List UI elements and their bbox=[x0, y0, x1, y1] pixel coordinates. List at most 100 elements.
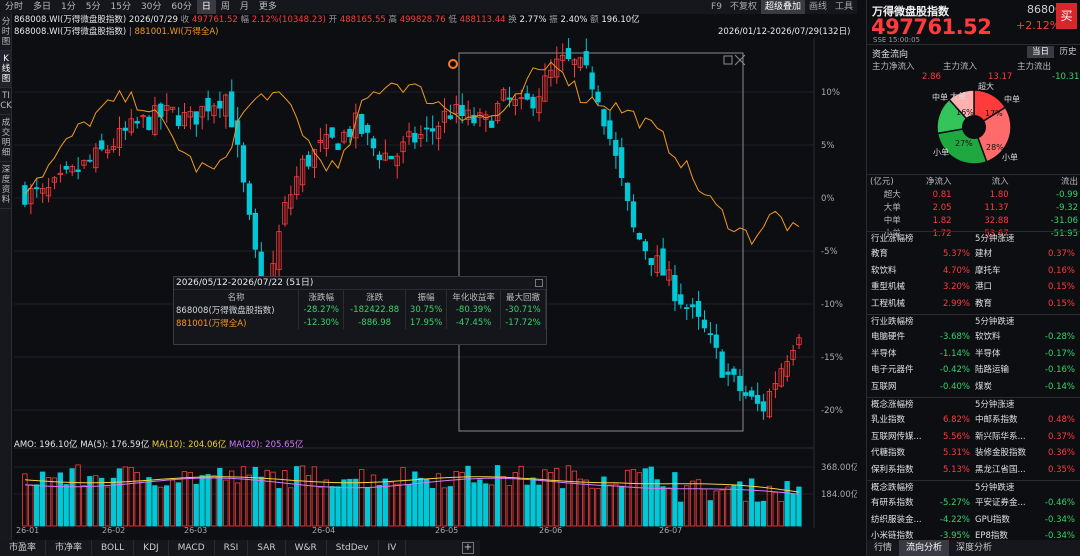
volume-bar bbox=[613, 483, 619, 527]
rank-row[interactable]: 有研系指数 -5.27% 平安证券金... -0.46% bbox=[867, 495, 1080, 512]
candle-body bbox=[99, 140, 105, 150]
toolbar-no-restore-button[interactable]: 不复权 bbox=[729, 2, 757, 12]
rank-value: -5.27% bbox=[939, 498, 970, 508]
period-tab[interactable]: 15分 bbox=[110, 2, 131, 12]
side-tab[interactable]: 深度资料 bbox=[0, 162, 12, 209]
flow-header-cell: 流出 bbox=[1060, 177, 1078, 187]
speed-name: 黑龙江省国... bbox=[975, 464, 1026, 475]
toolbar-overlay-button[interactable]: 超级叠加 bbox=[760, 0, 805, 14]
toolbar-f9-button[interactable]: F9 bbox=[711, 2, 722, 12]
rank-row[interactable]: 互联网传媒... 5.56% 新兴际华系... 0.37% bbox=[867, 429, 1080, 446]
candle-body bbox=[252, 212, 258, 250]
rank-section: 概念涨幅榜 5分钟涨速 乳业指数 6.82% 中邮系指数 0.48% 互联网传媒... 5.5… bbox=[867, 398, 1080, 481]
volume-bar bbox=[116, 468, 123, 527]
rank-sections: 行业涨幅榜 5分钟涨速 教育 5.37% 建材 0.37% 软饮料 4.70% 摩托车 0.16%… bbox=[867, 232, 1080, 548]
side-tab[interactable]: TICK bbox=[0, 88, 12, 115]
volume-bar bbox=[211, 475, 217, 527]
volume-bar bbox=[624, 469, 631, 527]
candle-body bbox=[589, 72, 595, 90]
period-tab[interactable]: 月 bbox=[239, 2, 249, 12]
volume-bar bbox=[335, 486, 341, 527]
close-icon[interactable] bbox=[535, 279, 543, 287]
right-bottom-tab[interactable]: 深度分析 bbox=[956, 543, 993, 553]
history-button[interactable]: 历史 bbox=[1059, 47, 1077, 57]
candle-body bbox=[39, 187, 46, 194]
speed-value: 0.16% bbox=[1047, 265, 1075, 276]
rank-row[interactable]: 半导体 -1.14% 半导体 -0.17% bbox=[867, 346, 1080, 363]
indicator-tab[interactable]: RSI bbox=[215, 540, 249, 556]
rank-row[interactable]: 互联网 -0.40% 煤炭 -0.14% bbox=[867, 379, 1080, 396]
flow-cell: 53.67 bbox=[984, 229, 1009, 239]
volume-bar bbox=[193, 483, 199, 527]
toolbar-draw-button[interactable]: 画线 bbox=[808, 2, 827, 12]
candle-body bbox=[500, 89, 507, 101]
right-bottom-tab[interactable]: 流向分析 bbox=[899, 540, 950, 556]
speed-name: GPU指数 bbox=[975, 514, 1010, 525]
rank-row[interactable]: 重型机械 3.20% 港口 0.15% bbox=[867, 279, 1080, 296]
period-tab[interactable]: 日 bbox=[196, 0, 216, 14]
indicator-tab[interactable]: 市盈率 bbox=[0, 540, 47, 556]
rank-row[interactable]: 保利系指数 5.13% 黑龙江省国... 0.35% bbox=[867, 462, 1080, 479]
side-tab[interactable]: 分时图 bbox=[0, 14, 12, 51]
maximize-icon[interactable] bbox=[723, 55, 733, 65]
amt-value: 196.10亿 bbox=[601, 15, 640, 25]
period-tab[interactable]: 5分 bbox=[85, 2, 101, 12]
volume-bar bbox=[69, 468, 75, 527]
indicator-tab[interactable]: SAR bbox=[248, 540, 286, 556]
side-tab[interactable]: 成交明细 bbox=[0, 115, 12, 162]
rank-row[interactable]: 电子元器件 -0.42% 陆路运输 -0.16% bbox=[867, 362, 1080, 379]
today-button[interactable]: 当日 bbox=[1027, 46, 1054, 58]
add-indicator-button[interactable]: + bbox=[462, 542, 474, 554]
toolbar-tools-button[interactable]: 工具 bbox=[834, 2, 853, 12]
period-tab[interactable]: 周 bbox=[220, 2, 230, 12]
flow-title: 资金流向 bbox=[872, 50, 909, 60]
volume-bar bbox=[276, 488, 282, 527]
volume-bar bbox=[288, 487, 294, 527]
candle-body bbox=[347, 128, 353, 137]
buy-button[interactable]: 买 bbox=[1056, 3, 1077, 29]
speed-name: 陆路运输 bbox=[975, 365, 1010, 375]
period-tab[interactable]: 60分 bbox=[171, 2, 192, 12]
indicator-tab[interactable]: IV bbox=[379, 540, 407, 556]
volume-bar bbox=[707, 500, 713, 527]
speed-value: 0.15% bbox=[1047, 298, 1075, 309]
period-tab[interactable]: 30分 bbox=[140, 2, 162, 12]
candle-body bbox=[707, 333, 713, 336]
rank-row[interactable]: 工程机械 2.99% 教育 0.15% bbox=[867, 296, 1080, 313]
indicator-tab[interactable]: MACD bbox=[169, 540, 215, 556]
candle-body bbox=[760, 401, 767, 412]
indicator-tab[interactable]: BOLL bbox=[92, 540, 135, 556]
rank-row[interactable]: 软饮料 4.70% 摩托车 0.16% bbox=[867, 263, 1080, 280]
side-tab[interactable]: K线图 bbox=[0, 51, 12, 88]
period-tab[interactable]: 分时 bbox=[5, 2, 24, 12]
close-selection-icon[interactable] bbox=[734, 54, 746, 66]
kline-chart[interactable]: 10% 5% 0% -5% -10% -15% -20% 368.00亿 184.00亿 bbox=[14, 38, 857, 538]
rank-name: 代糖指数 bbox=[871, 448, 906, 458]
volume-bar bbox=[394, 483, 400, 527]
candle-body bbox=[524, 93, 530, 100]
candle-body bbox=[660, 248, 666, 276]
period-tab[interactable]: 1分 bbox=[61, 2, 76, 12]
indicator-tab[interactable]: W&R bbox=[286, 540, 327, 556]
volume-bar bbox=[731, 484, 737, 527]
rank-value: -3.95% bbox=[939, 531, 970, 541]
volume-bar bbox=[370, 474, 377, 527]
legend-separator: | bbox=[128, 27, 132, 37]
indicator-tab[interactable]: 市净率 bbox=[46, 540, 93, 556]
period-tab[interactable]: 多日 bbox=[33, 2, 52, 12]
right-bottom-tab[interactable]: 行情 bbox=[874, 543, 893, 553]
rank-row[interactable]: 乳业指数 6.82% 中邮系指数 0.48% bbox=[867, 412, 1080, 429]
volume-bar bbox=[299, 465, 306, 527]
rank-row[interactable]: 电脑硬件 -3.68% 软饮料 -0.28% bbox=[867, 329, 1080, 346]
volume-bar bbox=[548, 472, 554, 527]
period-tab[interactable]: 更多 bbox=[258, 2, 277, 12]
pie-outer-label: 大单 bbox=[950, 91, 966, 101]
indicator-tab[interactable]: StdDev bbox=[327, 540, 379, 556]
rank-row[interactable]: 纺织服装金... -4.22% GPU指数 -0.34% bbox=[867, 512, 1080, 529]
rank-row[interactable]: 代糖指数 5.31% 装修金股指数 0.36% bbox=[867, 445, 1080, 462]
selection-rectangle[interactable] bbox=[458, 52, 744, 432]
rank-row[interactable]: 教育 5.37% 建材 0.37% bbox=[867, 246, 1080, 263]
rank-row[interactable]: 小米链指数 -3.95% EP8指数 -0.34% bbox=[867, 528, 1080, 545]
candle-body bbox=[323, 134, 329, 149]
indicator-tab[interactable]: KDJ bbox=[134, 540, 169, 556]
